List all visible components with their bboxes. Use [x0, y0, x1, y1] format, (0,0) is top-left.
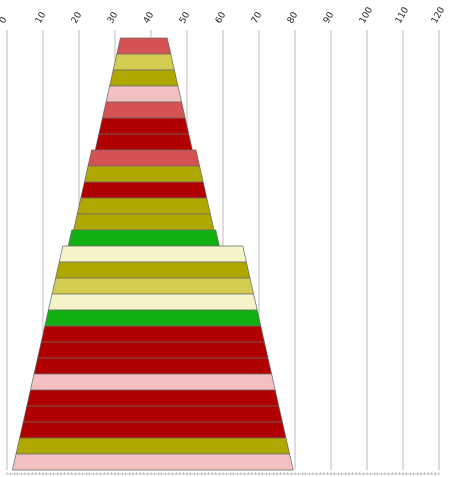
funnel-segment [58, 245, 247, 263]
x-tick-label: 40 [142, 10, 157, 25]
funnel-segment [112, 53, 175, 71]
funnel-segment [116, 37, 172, 55]
funnel-segment [73, 213, 215, 231]
x-tick-label: 30 [106, 10, 121, 25]
funnel-segment [105, 85, 183, 103]
funnel-segment [76, 197, 211, 215]
x-tick-label: 110 [394, 5, 411, 25]
funnel-segment [19, 421, 287, 439]
funnel-segment [11, 453, 294, 471]
funnel-segment [51, 277, 255, 295]
funnel-segment [80, 181, 208, 199]
funnel-segment [55, 261, 251, 279]
funnel-segment [87, 149, 201, 167]
x-tick-label: 70 [250, 10, 265, 25]
funnel-segment [94, 133, 193, 151]
x-tick-label: 60 [214, 10, 229, 25]
funnel-segment [44, 309, 262, 327]
x-tick-label: 0 [0, 15, 10, 25]
x-tick-label: 10 [34, 10, 49, 25]
bottom-ruler [6, 472, 440, 475]
funnel-segment [22, 405, 283, 423]
funnel-segment [33, 357, 273, 375]
x-tick-label: 90 [322, 10, 337, 25]
funnel-segment [83, 165, 204, 183]
x-tick-label: 50 [178, 10, 193, 25]
x-tick-label: 80 [286, 10, 301, 25]
x-tick-label: 120 [430, 5, 447, 25]
funnel-segment [29, 373, 276, 391]
funnel-segment [101, 101, 186, 119]
funnel-segments [11, 37, 294, 471]
funnel-segment [37, 341, 269, 359]
funnel-segment [98, 117, 190, 135]
funnel-segment [26, 389, 280, 407]
funnel-segment [47, 293, 258, 311]
funnel-segment [15, 437, 291, 455]
x-tick-label: 100 [358, 5, 375, 25]
x-tick-label: 20 [70, 10, 85, 25]
funnel-segment [67, 229, 220, 247]
funnel-segment [40, 325, 265, 343]
funnel-segment [109, 69, 179, 87]
x-axis-ticks: 0 10 20 30 40 50 60 70 80 90 100 110 120 [0, 5, 447, 25]
